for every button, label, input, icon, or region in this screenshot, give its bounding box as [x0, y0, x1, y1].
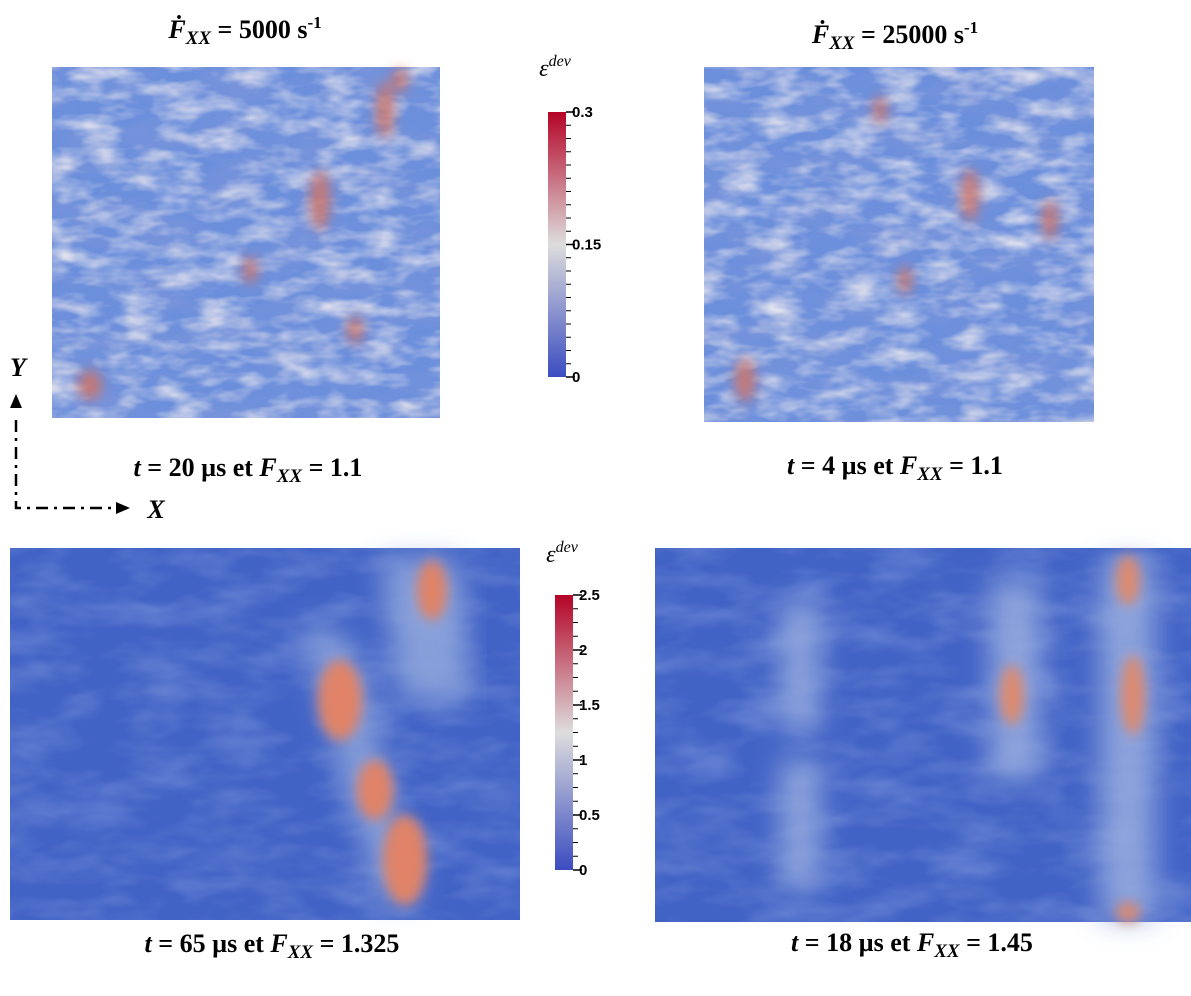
field-image [655, 548, 1191, 922]
tick-label: 0.3 [572, 104, 593, 121]
caption-text: = 20 µs et [141, 453, 260, 482]
caption-f: F [899, 451, 917, 480]
axis-label: X [146, 495, 165, 524]
caption: t = 65 µs et FXX = 1.325 [145, 929, 400, 963]
colorbar-symbol: ε [539, 56, 549, 82]
caption-subscript: XX [933, 941, 961, 962]
column-header: ḞXX = 5000 s-1 [167, 13, 321, 49]
caption: t = 20 µs et FXX = 1.1 [134, 453, 363, 487]
header-symbol: Ḟ [811, 20, 829, 49]
caption: t = 18 µs et FXX = 1.45 [791, 928, 1033, 962]
colorbar-symbol: ε [546, 542, 556, 568]
caption-text: = 4 µs et [794, 451, 900, 480]
tick-label: 0.5 [579, 807, 600, 824]
caption-text: = 1.1 [302, 453, 362, 482]
caption-t: t [791, 928, 799, 957]
caption-f: F [916, 928, 934, 957]
tick-label: 2.5 [579, 587, 600, 604]
caption-subscript: XX [276, 466, 304, 487]
header-superscript: -1 [964, 18, 978, 37]
caption-t: t [145, 929, 153, 958]
colorbar [555, 595, 573, 870]
header-superscript: -1 [307, 13, 321, 32]
tick-label: 2 [579, 642, 587, 659]
colorbar-superscript: dev [556, 539, 579, 556]
caption-t: t [134, 453, 142, 482]
caption-subscript: XX [287, 942, 315, 963]
caption: t = 4 µs et FXX = 1.1 [787, 451, 1003, 485]
header-symbol: Ḟ [167, 15, 185, 44]
header-subscript: XX [828, 33, 856, 54]
tick-label: 0 [579, 862, 587, 879]
field-image [10, 548, 520, 920]
axis-label: Y [10, 353, 28, 382]
caption-text: = 18 µs et [798, 928, 917, 957]
tick-label: 1 [579, 752, 587, 769]
colorbar-label: εdev [546, 539, 579, 568]
caption-f: F [269, 929, 287, 958]
colorbar [548, 112, 566, 377]
axis-indicator [10, 394, 130, 514]
caption-text: = 1.1 [943, 451, 1003, 480]
header-text: = 25000 s [855, 20, 964, 49]
caption-subscript: XX [916, 464, 944, 485]
caption-t: t [787, 451, 795, 480]
header-subscript: XX [185, 28, 213, 49]
caption-f: F [258, 453, 276, 482]
field-image [704, 67, 1094, 422]
tick-label: 0 [572, 369, 580, 386]
caption-text: = 1.45 [960, 928, 1033, 957]
caption-text: = 1.325 [313, 929, 399, 958]
tick-label: 0.15 [572, 237, 601, 254]
field-image [52, 67, 440, 418]
caption-text: = 65 µs et [152, 929, 271, 958]
column-header: ḞXX = 25000 s-1 [811, 18, 978, 54]
colorbar-superscript: dev [549, 53, 572, 70]
header-text: = 5000 s [211, 15, 307, 44]
colorbar-label: εdev [539, 53, 572, 82]
tick-label: 1.5 [579, 697, 600, 714]
